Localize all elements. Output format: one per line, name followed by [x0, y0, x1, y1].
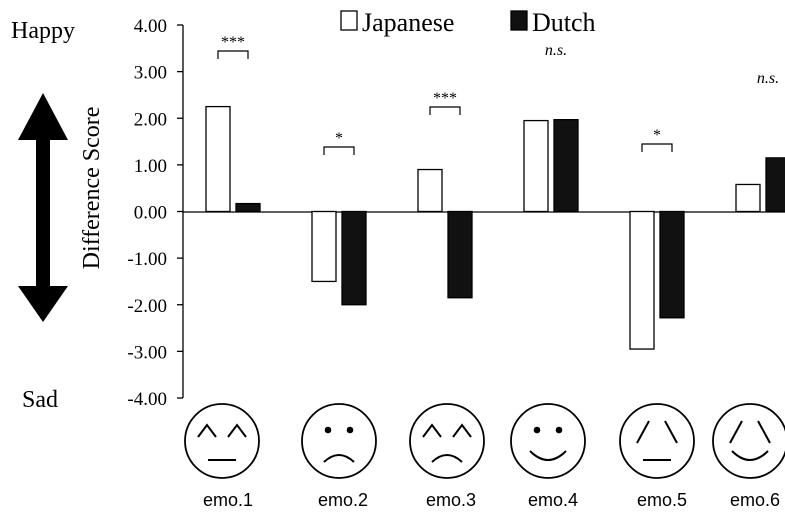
legend-swatch-japanese	[340, 10, 358, 31]
face-outline	[301, 403, 377, 479]
category-label: emo.2	[318, 490, 368, 510]
bar-japanese-emo6	[735, 183, 761, 213]
significance-bracket	[641, 143, 673, 152]
category-label: emo.5	[637, 490, 687, 510]
y-tick-label: -2.00	[127, 296, 167, 317]
eye	[729, 420, 743, 444]
face-outline	[619, 403, 695, 479]
legend-label-japanese: Japanese	[362, 8, 454, 37]
mouth	[529, 450, 567, 461]
face-outline	[510, 403, 586, 479]
significance-label: *	[335, 130, 343, 147]
significance-label: n.s.	[545, 42, 567, 59]
significance-label: ***	[221, 34, 245, 51]
y-axis-title: Difference Score	[79, 107, 105, 270]
y-tick-label: 1.00	[134, 156, 167, 177]
eye	[346, 426, 354, 434]
bar-japanese-emo4	[523, 119, 549, 213]
eye	[197, 423, 217, 438]
mouth	[323, 454, 355, 463]
y-tick-label: 0.00	[134, 203, 167, 224]
face-sad-dot-eyes-icon	[301, 403, 377, 479]
category-label: emo.3	[426, 490, 476, 510]
legend: Japanese Dutch	[340, 8, 596, 37]
y-tick-label: -4.00	[127, 389, 167, 410]
legend-swatch-dutch	[510, 10, 528, 31]
eye	[422, 423, 442, 438]
category-label: emo.6	[730, 490, 780, 510]
y-tick-label: -1.00	[127, 249, 167, 270]
significance-label: *	[653, 127, 661, 144]
significance-bracket	[217, 50, 249, 59]
y-tick-label: 2.00	[134, 109, 167, 130]
bar-dutch-emo2	[341, 210, 367, 306]
y-tick-label: 3.00	[134, 63, 167, 84]
face-outline	[409, 403, 485, 479]
bar-japanese-emo5	[629, 210, 655, 350]
double-arrow-icon	[18, 93, 68, 322]
mouth	[431, 454, 463, 463]
category-label: emo.1	[203, 490, 253, 510]
significance-bracket	[429, 106, 461, 115]
bar-dutch-emo6	[765, 157, 785, 213]
bar-dutch-emo5	[659, 210, 685, 319]
bar-japanese-emo1	[205, 105, 231, 213]
legend-label-dutch: Dutch	[532, 8, 596, 37]
bar-dutch-emo3	[447, 210, 473, 299]
sad-label: Sad	[22, 387, 58, 413]
significance-label: ***	[433, 90, 457, 107]
eye	[757, 420, 771, 444]
face-outline	[184, 403, 260, 479]
eye	[664, 420, 678, 444]
bar-japanese-emo3	[417, 168, 443, 213]
eye	[227, 423, 247, 438]
happy-label: Happy	[11, 18, 75, 44]
mouth	[731, 450, 769, 461]
y-tick-label: -3.00	[127, 342, 167, 363]
eye	[555, 426, 563, 434]
significance-bracket	[323, 146, 355, 155]
eye	[533, 426, 541, 434]
face-sad-closed-eyes-icon	[409, 403, 485, 479]
face-happy-closed-eyes-icon	[184, 403, 260, 479]
face-neutral-sad-eyes-icon	[619, 403, 695, 479]
significance-label: n.s.	[757, 70, 779, 87]
category-label: emo.4	[528, 490, 578, 510]
face-outline	[712, 403, 785, 479]
eye	[636, 420, 650, 444]
bar-dutch-emo1	[235, 202, 261, 213]
bar-japanese-emo2	[311, 210, 337, 283]
face-happy-sad-eyes-icon	[712, 403, 785, 479]
bar-dutch-emo4	[553, 118, 579, 213]
face-happy-dot-eyes-icon	[510, 403, 586, 479]
eye	[452, 423, 472, 438]
y-tick-label: 4.00	[134, 16, 167, 37]
eye	[324, 426, 332, 434]
